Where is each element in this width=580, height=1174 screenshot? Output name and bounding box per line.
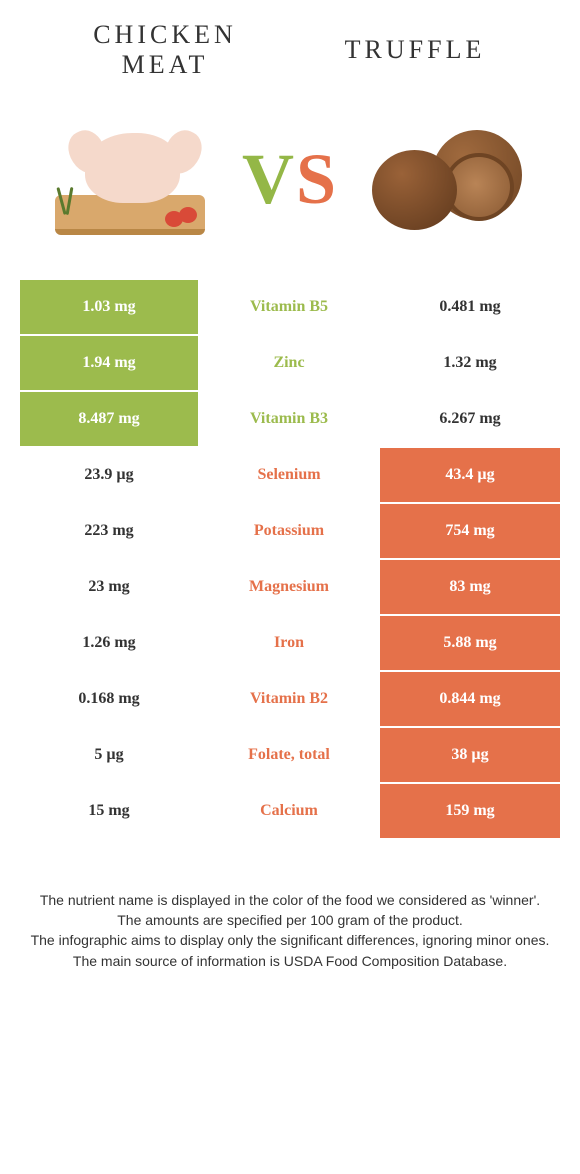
hero: VS [0, 90, 580, 280]
footer-line: The infographic aims to display only the… [30, 930, 550, 950]
right-value: 754 mg [380, 504, 560, 558]
left-food-title-line1: CHICKEN [93, 20, 237, 49]
table-row: 23 mgMagnesium83 mg [20, 560, 560, 616]
table-row: 1.94 mgZinc1.32 mg [20, 336, 560, 392]
nutrient-name: Vitamin B2 [200, 672, 380, 726]
right-value: 0.481 mg [380, 280, 560, 334]
left-value: 1.26 mg [20, 616, 200, 670]
left-value: 1.94 mg [20, 336, 200, 390]
table-row: 23.9 µgSelenium43.4 µg [20, 448, 560, 504]
footer-line: The amounts are specified per 100 gram o… [30, 910, 550, 930]
left-value: 8.487 mg [20, 392, 200, 446]
left-value: 5 µg [20, 728, 200, 782]
vs-s: S [296, 138, 338, 221]
nutrient-name: Folate, total [200, 728, 380, 782]
truffle-icon [372, 125, 522, 235]
left-value: 223 mg [20, 504, 200, 558]
nutrient-name: Vitamin B5 [200, 280, 380, 334]
nutrient-name: Calcium [200, 784, 380, 838]
left-value: 15 mg [20, 784, 200, 838]
vs-v: V [242, 138, 296, 221]
right-value: 38 µg [380, 728, 560, 782]
nutrient-name: Selenium [200, 448, 380, 502]
nutrient-name: Potassium [200, 504, 380, 558]
right-value: 83 mg [380, 560, 560, 614]
left-food-title-line2: MEAT [122, 50, 209, 79]
left-food-title: CHICKEN MEAT [40, 20, 290, 80]
chicken-icon [50, 125, 215, 235]
left-value: 23 mg [20, 560, 200, 614]
footer-line: The nutrient name is displayed in the co… [30, 890, 550, 910]
table-row: 8.487 mgVitamin B36.267 mg [20, 392, 560, 448]
table-row: 1.03 mgVitamin B50.481 mg [20, 280, 560, 336]
table-row: 223 mgPotassium754 mg [20, 504, 560, 560]
right-value: 159 mg [380, 784, 560, 838]
nutrient-name: Magnesium [200, 560, 380, 614]
truffle-image [365, 120, 530, 240]
table-row: 0.168 mgVitamin B20.844 mg [20, 672, 560, 728]
table-row: 1.26 mgIron5.88 mg [20, 616, 560, 672]
vs-label: VS [242, 138, 338, 221]
right-value: 43.4 µg [380, 448, 560, 502]
right-value: 0.844 mg [380, 672, 560, 726]
nutrient-name: Vitamin B3 [200, 392, 380, 446]
right-value: 5.88 mg [380, 616, 560, 670]
footer-notes: The nutrient name is displayed in the co… [0, 840, 580, 991]
table-row: 15 mgCalcium159 mg [20, 784, 560, 840]
right-food-title: Truffle [290, 35, 540, 65]
header: CHICKEN MEAT Truffle [0, 0, 580, 90]
footer-line: The main source of information is USDA F… [30, 951, 550, 971]
left-value: 1.03 mg [20, 280, 200, 334]
right-value: 1.32 mg [380, 336, 560, 390]
comparison-table: 1.03 mgVitamin B50.481 mg1.94 mgZinc1.32… [20, 280, 560, 840]
chicken-image [50, 120, 215, 240]
left-value: 0.168 mg [20, 672, 200, 726]
table-row: 5 µgFolate, total38 µg [20, 728, 560, 784]
nutrient-name: Zinc [200, 336, 380, 390]
left-value: 23.9 µg [20, 448, 200, 502]
nutrient-name: Iron [200, 616, 380, 670]
right-value: 6.267 mg [380, 392, 560, 446]
